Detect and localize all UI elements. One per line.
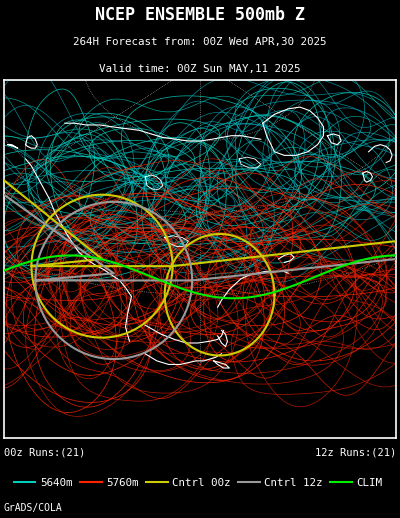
Text: Valid time: 00Z Sun MAY,11 2025: Valid time: 00Z Sun MAY,11 2025 xyxy=(99,64,301,74)
Text: 264H Forecast from: 00Z Wed APR,30 2025: 264H Forecast from: 00Z Wed APR,30 2025 xyxy=(73,37,327,47)
Text: NCEP ENSEMBLE 500mb Z: NCEP ENSEMBLE 500mb Z xyxy=(95,6,305,24)
Legend: 5640m, 5760m, Cntrl 00z, Cntrl 12z, CLIM: 5640m, 5760m, Cntrl 00z, Cntrl 12z, CLIM xyxy=(10,473,386,492)
Text: 12z Runs:(21): 12z Runs:(21) xyxy=(315,448,396,457)
Text: 00z Runs:(21): 00z Runs:(21) xyxy=(4,448,85,457)
Text: GrADS/COLA: GrADS/COLA xyxy=(4,503,63,513)
